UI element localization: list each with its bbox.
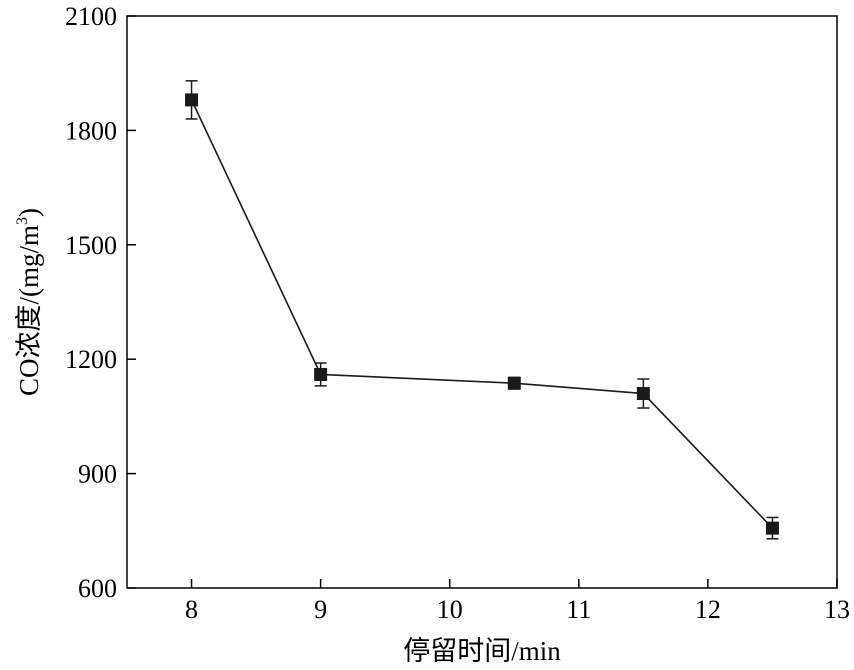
y-tick-label: 1500 [65,231,117,260]
y-tick-label: 600 [78,574,117,603]
y-axis-label: CO浓度/(mg/m3) [14,208,44,396]
y-tick-label: 900 [78,460,117,489]
data-point-marker [636,387,650,401]
x-tick-label: 13 [824,595,850,624]
data-point-marker [507,376,521,390]
x-tick-label: 9 [314,595,327,624]
y-tick-label: 1800 [65,116,117,145]
y-axis-label-suffix: ) [14,208,44,217]
y-axis-label-group: CO浓度/(mg/m3) [14,208,44,396]
y-tick-label: 1200 [65,345,117,374]
y-axis-label-superscript: 3 [14,217,31,225]
series-line [190,99,774,529]
plot-frame [126,15,838,589]
y-axis-label-prefix: CO浓度/(mg/m [14,225,44,396]
plot-area-border [126,15,838,589]
data-point-marker [185,93,199,107]
x-tick-label: 11 [566,595,591,624]
data-point-marker [314,367,328,381]
data-point-marker [765,521,779,535]
y-tick-label: 2100 [65,2,117,31]
x-axis-label: 停留时间/min [403,636,561,666]
x-axis: 8 9 10 11 12 13 [185,579,850,624]
x-tick-label: 10 [437,595,463,624]
x-tick-label: 8 [185,595,198,624]
y-axis: 600 900 1200 1500 1800 2100 [65,2,136,603]
data-series [185,80,779,540]
x-tick-label: 12 [695,595,721,624]
